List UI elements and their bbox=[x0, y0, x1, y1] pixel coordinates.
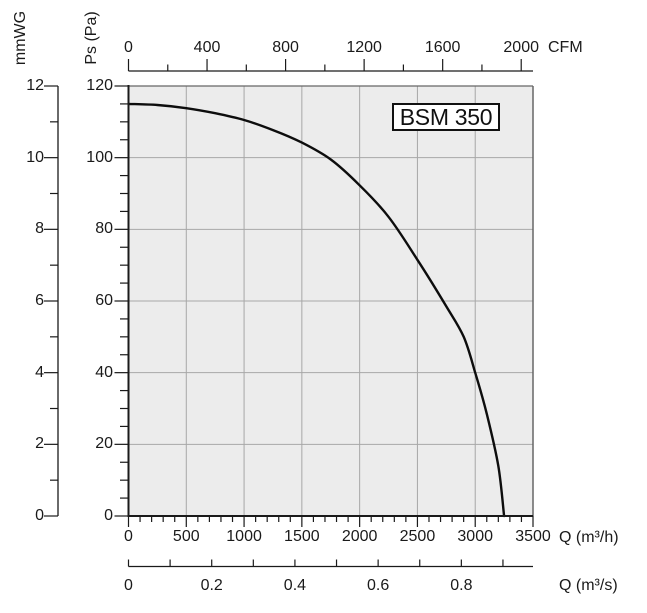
cfm-tick-label: 800 bbox=[272, 39, 299, 56]
m3h-tick-label: 2000 bbox=[341, 528, 378, 545]
mmwg-tick-label: 4 bbox=[35, 363, 44, 381]
cfm-tick-label: 1600 bbox=[424, 39, 461, 56]
m3s-tick-label: 0.2 bbox=[200, 577, 223, 594]
pa-tick-label: 100 bbox=[86, 148, 113, 166]
y-axis-unit-ps-pa: Ps (Pa) bbox=[83, 11, 100, 65]
x-axis-unit-cfm: CFM bbox=[548, 39, 583, 56]
m3h-tick-label: 0 bbox=[124, 528, 133, 545]
pa-tick-label: 120 bbox=[86, 77, 113, 94]
mmwg-tick-label: 6 bbox=[35, 292, 44, 309]
m3s-tick-label: 0 bbox=[124, 577, 133, 594]
y-axis-unit-mmwg: mmWG bbox=[12, 10, 29, 66]
cfm-tick-label: 2000 bbox=[503, 39, 539, 56]
pa-tick-label: 60 bbox=[95, 292, 113, 309]
mmwg-tick-label: 8 bbox=[35, 220, 44, 238]
m3s-tick-label: 0.4 bbox=[283, 577, 307, 594]
m3h-tick-label: 1000 bbox=[226, 528, 262, 545]
mmwg-tick-label: 0 bbox=[35, 507, 44, 524]
m3h-tick-label: 500 bbox=[172, 528, 200, 545]
pa-tick-label: 20 bbox=[95, 435, 113, 453]
pa-tick-label: 80 bbox=[95, 220, 113, 238]
mmwg-tick-label: 12 bbox=[26, 77, 44, 94]
pa-tick-label: 0 bbox=[104, 507, 113, 524]
m3h-tick-label: 2500 bbox=[399, 528, 436, 545]
m3h-tick-label: 3000 bbox=[457, 528, 493, 545]
cfm-tick-label: 0 bbox=[124, 39, 133, 56]
mmwg-tick-label: 10 bbox=[26, 148, 44, 166]
model-label-box: BSM 350 bbox=[392, 103, 500, 131]
cfm-tick-label: 400 bbox=[193, 39, 221, 56]
cfm-tick-label: 1200 bbox=[346, 39, 382, 56]
model-label: BSM 350 bbox=[399, 103, 493, 130]
x-axis-unit-m3s: Q (m³/s) bbox=[559, 577, 618, 594]
m3s-tick-label: 0.6 bbox=[367, 577, 390, 594]
m3s-tick-label: 0.8 bbox=[450, 577, 473, 594]
m3h-tick-label: 1500 bbox=[284, 528, 320, 545]
m3h-tick-label: 3500 bbox=[515, 528, 551, 545]
mmwg-tick-label: 2 bbox=[35, 435, 44, 453]
fan-curve bbox=[127, 102, 506, 518]
x-axis-unit-m3h: Q (m³/h) bbox=[559, 529, 619, 546]
pa-tick-label: 40 bbox=[95, 363, 113, 381]
